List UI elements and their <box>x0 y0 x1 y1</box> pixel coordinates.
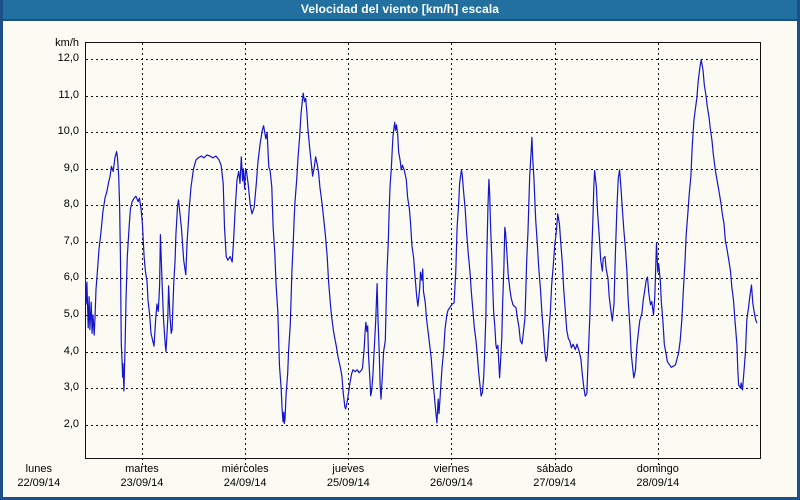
y-tick-label: 3,0 <box>63 381 79 394</box>
x-day-label: domingo 28/09/14 <box>608 462 708 490</box>
y-axis-unit-label: km/h <box>55 37 79 49</box>
day-date: 24/09/14 <box>223 477 267 489</box>
day-name: domingo <box>636 463 679 475</box>
page-title: Velocidad del viento [km/h] escala <box>300 2 500 16</box>
window-title-bar: Velocidad del viento [km/h] escala <box>0 0 800 21</box>
y-tick-label: 7,0 <box>63 234 79 247</box>
day-date: 26/09/14 <box>430 477 473 489</box>
y-tick-label: 9,0 <box>63 161 79 174</box>
day-name: sábado <box>536 463 573 475</box>
day-date: 25/09/14 <box>326 477 370 489</box>
y-tick-label: 2,0 <box>63 417 79 430</box>
day-date: 22/09/14 <box>17 477 61 489</box>
y-tick-label: 5,0 <box>63 308 79 320</box>
x-day-label: martes 23/09/14 <box>92 462 192 490</box>
x-day-label: jueves 25/09/14 <box>298 462 398 490</box>
day-name: miércoles <box>221 463 269 475</box>
window-frame-bottom <box>0 497 800 500</box>
day-date: 27/09/14 <box>533 477 577 489</box>
window-frame-left <box>0 0 3 500</box>
day-name: martes <box>125 463 159 475</box>
y-tick-label: 10,0 <box>57 125 79 138</box>
wind-speed-line <box>85 59 758 425</box>
x-day-label: sábado 27/09/14 <box>505 462 605 490</box>
y-tick-label: 6,0 <box>63 271 79 284</box>
x-day-label: viernes 26/09/14 <box>401 462 501 490</box>
y-tick-label: 4,0 <box>63 344 79 357</box>
x-day-label: miércoles 24/09/14 <box>195 462 295 490</box>
x-day-label: lunes 22/09/14 <box>0 462 89 490</box>
y-tick-label: 12,0 <box>57 52 79 65</box>
day-name: jueves <box>332 463 365 475</box>
day-name: lunes <box>25 463 52 475</box>
day-date: 28/09/14 <box>636 477 680 489</box>
plot-border <box>85 42 761 459</box>
day-name: viernes <box>433 463 470 475</box>
window-frame-right <box>797 0 800 500</box>
wind-plot-svg <box>85 42 761 465</box>
y-tick-label: 8,0 <box>63 198 79 211</box>
day-date: 23/09/14 <box>120 477 164 489</box>
y-tick-label: 11,0 <box>58 88 79 101</box>
